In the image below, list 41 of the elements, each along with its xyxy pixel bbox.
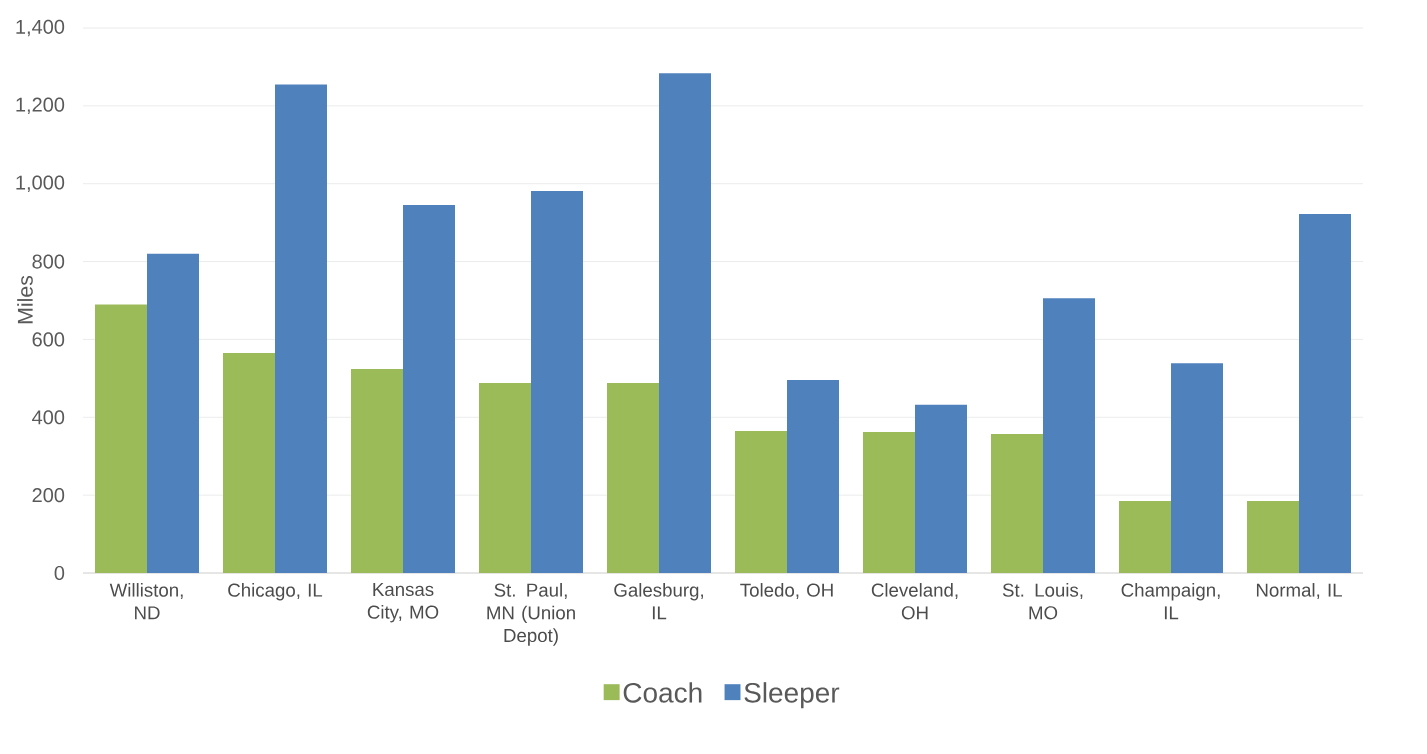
bar (863, 432, 915, 573)
x-tick-label: St. Paul, MN (Union Depot) (487, 583, 575, 646)
bar (991, 434, 1044, 573)
legend-label: Coach (623, 682, 702, 703)
bar (147, 253, 200, 573)
y-tick-label: 1,200 (16, 97, 65, 115)
bar (1119, 500, 1171, 573)
y-tick-label: 600 (32, 332, 65, 347)
bar (403, 205, 455, 573)
x-tick-label: Galesburg, IL (614, 583, 703, 620)
bar (1171, 363, 1224, 573)
bar (735, 430, 787, 573)
y-tick-label: 200 (32, 488, 65, 503)
y-tick-label: 0 (54, 565, 65, 581)
bar (95, 304, 148, 573)
bar (1247, 500, 1299, 573)
bar (479, 383, 532, 573)
x-tick-label: Normal, IL (1256, 583, 1342, 599)
bar (223, 353, 275, 573)
x-tick-label: Kansas City, MO (367, 583, 439, 623)
bar (1043, 298, 1096, 573)
bar (351, 369, 403, 573)
x-tick-label: St. Louis, MO (1002, 583, 1083, 620)
y-tick-label: 400 (32, 410, 65, 425)
bar (1299, 214, 1351, 573)
bar (607, 383, 660, 573)
bar (275, 84, 328, 573)
bar (915, 404, 967, 573)
x-tick-label: Champaign, IL (1121, 583, 1220, 620)
y-tick-label: 800 (32, 254, 65, 269)
x-tick-label: Williston, ND (109, 583, 183, 620)
bar (531, 191, 583, 573)
y-tick-label: 1,400 (16, 19, 65, 37)
x-tick-label: Chicago, IL (228, 583, 323, 601)
bar (659, 73, 712, 573)
y-axis-title: Miles (17, 275, 33, 324)
x-tick-label: Cleveland, OH (871, 583, 958, 620)
legend-label: Sleeper (744, 682, 840, 709)
y-tick-label: 1,000 (16, 175, 65, 192)
bar (787, 379, 839, 573)
x-tick-label: Toledo, OH (740, 583, 833, 599)
